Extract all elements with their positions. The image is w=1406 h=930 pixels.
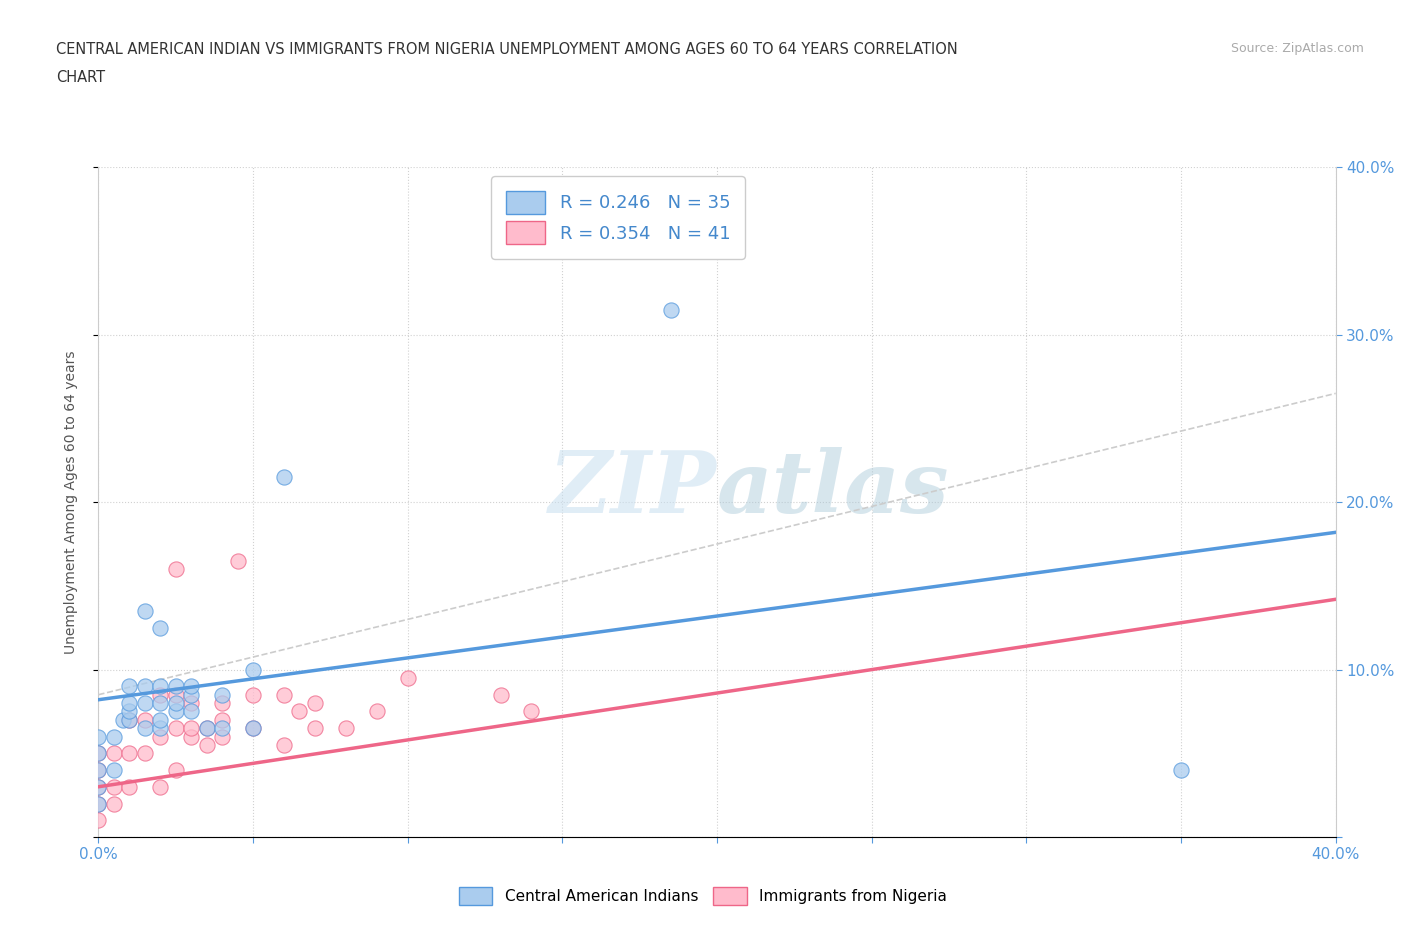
Point — [112, 712, 135, 727]
Point — [165, 721, 187, 736]
Point — [165, 704, 187, 719]
Text: atlas: atlas — [717, 447, 949, 530]
Point — [118, 746, 141, 761]
Point — [118, 704, 141, 719]
Point — [180, 687, 202, 702]
Text: Source: ZipAtlas.com: Source: ZipAtlas.com — [1230, 42, 1364, 55]
Point — [195, 737, 218, 752]
Point — [149, 696, 172, 711]
Point — [211, 721, 233, 736]
Point — [149, 712, 172, 727]
Point — [273, 737, 295, 752]
Point — [87, 779, 110, 794]
Text: CENTRAL AMERICAN INDIAN VS IMMIGRANTS FROM NIGERIA UNEMPLOYMENT AMONG AGES 60 TO: CENTRAL AMERICAN INDIAN VS IMMIGRANTS FR… — [56, 42, 957, 57]
Point — [273, 687, 295, 702]
Point — [118, 679, 141, 694]
Legend: Central American Indians, Immigrants from Nigeria: Central American Indians, Immigrants fro… — [451, 879, 955, 913]
Point — [103, 779, 125, 794]
Point — [304, 696, 326, 711]
Y-axis label: Unemployment Among Ages 60 to 64 years: Unemployment Among Ages 60 to 64 years — [63, 351, 77, 654]
Point — [1170, 763, 1192, 777]
Point — [659, 302, 682, 317]
Text: CHART: CHART — [56, 70, 105, 85]
Point — [242, 687, 264, 702]
Point — [149, 721, 172, 736]
Point — [149, 729, 172, 744]
Point — [366, 704, 388, 719]
Point — [118, 696, 141, 711]
Point — [134, 721, 156, 736]
Point — [180, 679, 202, 694]
Text: ZIP: ZIP — [550, 447, 717, 530]
Point — [149, 779, 172, 794]
Point — [195, 721, 218, 736]
Point — [149, 679, 172, 694]
Point — [134, 604, 156, 618]
Point — [180, 704, 202, 719]
Point — [118, 712, 141, 727]
Point — [335, 721, 357, 736]
Point — [304, 721, 326, 736]
Point — [211, 687, 233, 702]
Point — [149, 620, 172, 635]
Point — [134, 746, 156, 761]
Point — [134, 696, 156, 711]
Point — [118, 712, 141, 727]
Point — [103, 796, 125, 811]
Point — [211, 712, 233, 727]
Point — [87, 796, 110, 811]
Point — [165, 562, 187, 577]
Point — [226, 553, 249, 568]
Point — [87, 779, 110, 794]
Point — [273, 470, 295, 485]
Point — [180, 696, 202, 711]
Point — [242, 721, 264, 736]
Legend: R = 0.246   N = 35, R = 0.354   N = 41: R = 0.246 N = 35, R = 0.354 N = 41 — [491, 177, 745, 259]
Point — [489, 687, 512, 702]
Point — [87, 763, 110, 777]
Point — [87, 763, 110, 777]
Point — [288, 704, 311, 719]
Point — [87, 746, 110, 761]
Point — [195, 721, 218, 736]
Point — [103, 729, 125, 744]
Point — [118, 779, 141, 794]
Point — [165, 687, 187, 702]
Point — [242, 721, 264, 736]
Point — [211, 696, 233, 711]
Point — [134, 679, 156, 694]
Point — [103, 763, 125, 777]
Point — [242, 662, 264, 677]
Point — [165, 763, 187, 777]
Point — [520, 704, 543, 719]
Point — [134, 712, 156, 727]
Point — [87, 746, 110, 761]
Point — [165, 696, 187, 711]
Point — [87, 796, 110, 811]
Point — [180, 721, 202, 736]
Point — [149, 687, 172, 702]
Point — [211, 729, 233, 744]
Point — [87, 729, 110, 744]
Point — [87, 813, 110, 828]
Point — [103, 746, 125, 761]
Point — [180, 729, 202, 744]
Point — [396, 671, 419, 685]
Point — [165, 679, 187, 694]
